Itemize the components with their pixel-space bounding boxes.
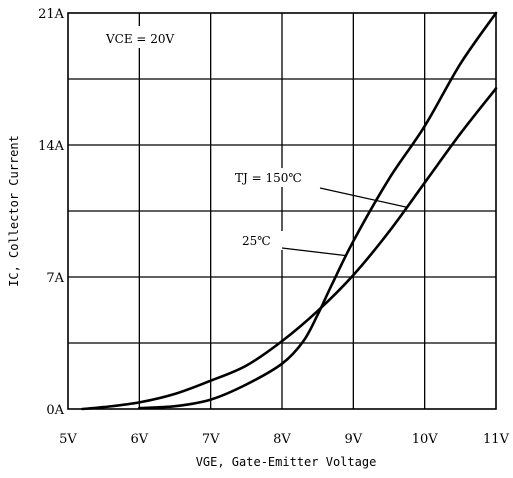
plot-frame: [67, 12, 497, 410]
curve-layer: [81, 11, 498, 411]
series-label-150c: TJ = 150℃: [235, 171, 302, 185]
series-label-25c: 25℃: [242, 234, 271, 248]
y-tick-label: 21A: [38, 7, 65, 22]
annotation-layer: VCE = 20V TJ = 150℃ 25℃: [95, 26, 407, 257]
curve-150c: [81, 87, 498, 411]
y-tick-label: 14A: [38, 139, 65, 154]
condition-label-bg: [95, 26, 199, 48]
series-label-150c-leader: [319, 187, 407, 208]
x-tick-label: 7V: [202, 432, 220, 447]
condition-label: VCE = 20V: [105, 32, 175, 46]
x-tick-label: 8V: [273, 432, 291, 447]
label-layer: 5V 6V 7V 8V 9V 10V 11V 0A 7A 14A 21A VGE, Gate-Emit…: [7, 7, 510, 469]
series-label-25c-bg: [238, 231, 322, 250]
series-label-25c-leader: [281, 247, 347, 257]
x-tick-label: 9V: [344, 432, 362, 447]
x-axis-title: VGE, Gate-Emitter Voltage: [196, 455, 377, 469]
grid-layer: [67, 12, 497, 410]
curve-25c: [138, 11, 498, 410]
x-tick-label: 10V: [412, 432, 439, 447]
y-tick-label: 7A: [46, 271, 64, 286]
x-tick-label: 11V: [483, 432, 510, 447]
x-tick-label: 6V: [130, 432, 148, 447]
y-tick-label: 0A: [46, 403, 64, 418]
x-tick-label: 5V: [59, 432, 77, 447]
series-label-150c-bg: [231, 168, 315, 187]
y-axis-title: IC, Collector Current: [7, 135, 21, 287]
